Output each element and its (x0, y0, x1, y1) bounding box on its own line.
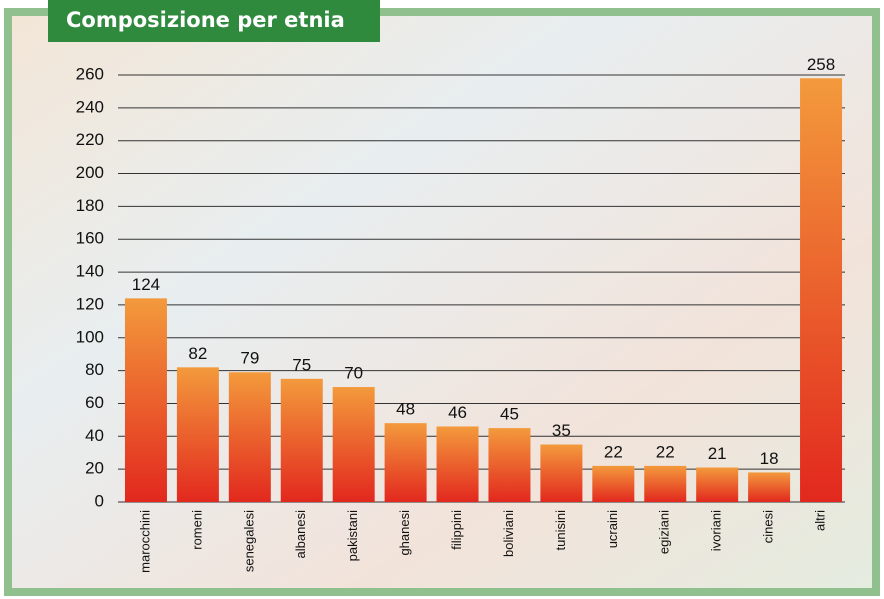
x-tick-label: ghanesi (397, 510, 412, 556)
y-tick-label: 80 (85, 360, 104, 379)
data-label: 82 (188, 344, 207, 363)
data-label: 48 (396, 400, 415, 419)
x-tick-label: tunisini (553, 510, 568, 551)
y-tick-label: 180 (76, 196, 104, 215)
bar (177, 367, 219, 502)
data-label: 79 (240, 349, 259, 368)
x-tick-label: ivoriani (709, 510, 724, 551)
bar (488, 428, 530, 502)
data-label: 258 (807, 55, 835, 74)
x-tick-label: albanesi (293, 510, 308, 559)
x-tick-label: boliviani (501, 510, 516, 557)
data-label: 75 (292, 355, 311, 374)
bar (281, 379, 323, 502)
data-label: 21 (708, 444, 727, 463)
y-tick-label: 60 (85, 393, 104, 412)
chart: Composizione per etnia 0 20 40 60 80 100 120 14… (0, 0, 884, 599)
y-tick-label: 0 (95, 491, 104, 510)
x-tick-label: cinesi (761, 510, 776, 543)
bar (540, 445, 582, 502)
bar (229, 372, 271, 502)
x-tick-label: egiziani (657, 510, 672, 554)
bar (696, 468, 738, 502)
x-tick-label: filippini (449, 510, 464, 550)
bar (592, 466, 634, 502)
y-tick-label: 40 (85, 426, 104, 445)
y-tick-label: 240 (76, 97, 104, 116)
bar (748, 472, 790, 502)
y-tick-label: 100 (76, 327, 104, 346)
x-tick-label: marocchini (137, 510, 152, 573)
bar (644, 466, 686, 502)
chart-title: Composizione per etnia (66, 8, 345, 32)
data-label: 35 (552, 421, 571, 440)
bar (125, 298, 167, 502)
bar (800, 78, 842, 502)
data-label: 45 (500, 405, 519, 424)
data-label: 70 (344, 364, 363, 383)
bar (437, 426, 479, 502)
bar (333, 387, 375, 502)
data-label: 22 (604, 442, 623, 461)
y-tick-label: 220 (76, 130, 104, 149)
y-tick-label: 200 (76, 163, 104, 182)
x-tick-label: altri (812, 510, 827, 531)
data-label: 22 (656, 442, 675, 461)
data-label: 124 (132, 275, 160, 294)
y-tick-label: 140 (76, 262, 104, 281)
data-label: 18 (760, 449, 779, 468)
x-tick-label: ucraini (605, 510, 620, 548)
page: {"chart_data": {"type": "bar", "title": … (0, 0, 884, 599)
data-label: 46 (448, 403, 467, 422)
x-tick-label: senegalesi (241, 510, 256, 572)
y-tick-label: 260 (76, 64, 104, 83)
y-tick-label: 120 (76, 294, 104, 313)
bar (385, 423, 427, 502)
x-tick-label: romeni (189, 510, 204, 550)
y-tick-label: 20 (85, 459, 104, 478)
y-tick-label: 160 (76, 229, 104, 248)
x-tick-label: pakistani (345, 510, 360, 561)
